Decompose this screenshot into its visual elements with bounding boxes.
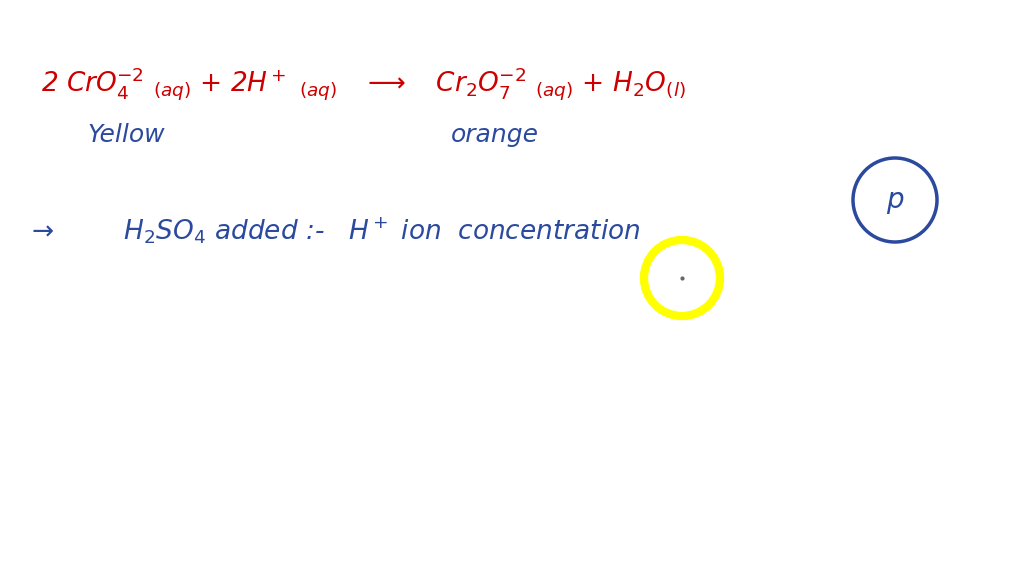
- Text: 2 CrO$_4^{-2}$ $_{(aq)}$ + 2H$^+$ $_{(aq)}$   $\longrightarrow$   Cr$_2$O$_7^{-2: 2 CrO$_4^{-2}$ $_{(aq)}$ + 2H$^+$ $_{(aq…: [41, 65, 686, 102]
- Text: orange: orange: [451, 123, 539, 147]
- Text: Yellow: Yellow: [87, 123, 165, 147]
- Text: $\rightarrow$: $\rightarrow$: [26, 217, 53, 244]
- Text: p: p: [886, 186, 904, 214]
- Text: H$_2$SO$_4$ added :-   H$^+$ ion  concentration: H$_2$SO$_4$ added :- H$^+$ ion concentra…: [123, 215, 640, 246]
